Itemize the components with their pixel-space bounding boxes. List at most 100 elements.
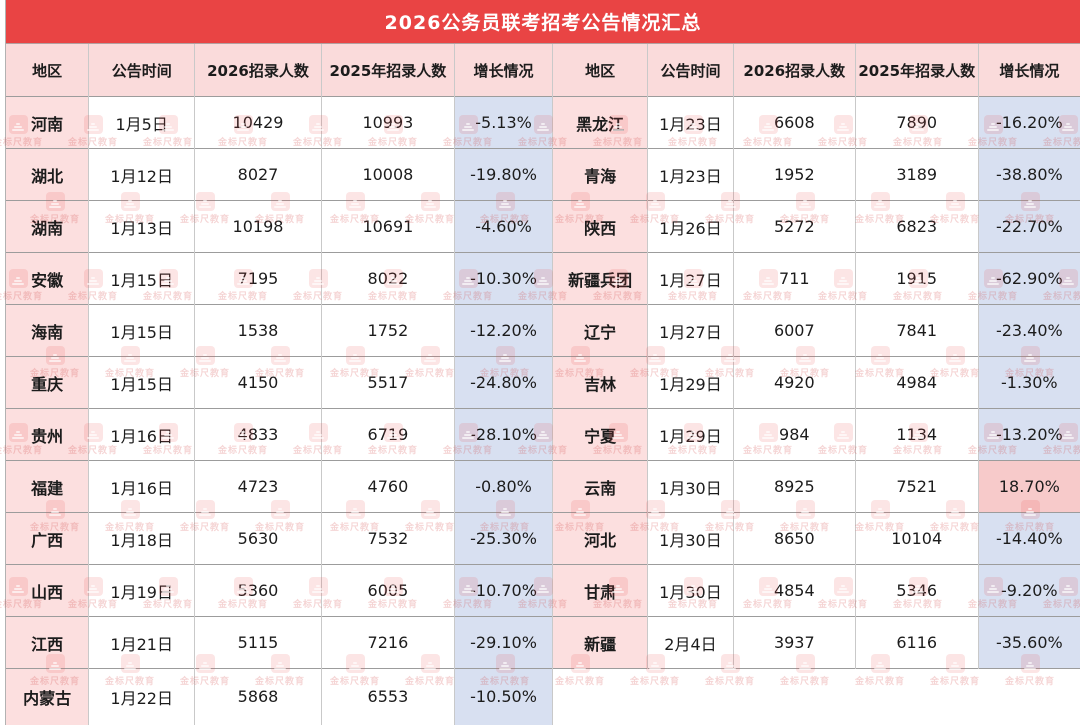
count-2025-cell: 7890	[854, 96, 979, 149]
column-header-count-2025: 2025年招录人数	[320, 44, 455, 97]
count-2025-cell: 8022	[320, 252, 455, 305]
table-row: 湖南 1月13日 10198 10691 -4.60%	[6, 200, 553, 253]
count-2026-cell: 8027	[194, 148, 322, 201]
growth-cell: -5.13%	[453, 96, 553, 149]
region-cell: 海南	[6, 304, 89, 357]
region-cell: 重庆	[6, 356, 89, 409]
count-2026-cell: 711	[732, 252, 856, 305]
count-2026-cell: 4854	[732, 564, 856, 617]
column-header-count-2025: 2025年招录人数	[854, 44, 979, 97]
count-2026-cell: 7195	[194, 252, 322, 305]
date-cell: 2月4日	[647, 616, 734, 669]
region-cell: 新疆	[552, 616, 648, 669]
left-header-row: 地区 公告时间 2026招录人数 2025年招录人数 增长情况	[6, 44, 553, 97]
growth-cell: -29.10%	[453, 616, 553, 669]
growth-cell: -4.60%	[453, 200, 553, 253]
region-cell: 福建	[6, 460, 89, 513]
table-row: 云南 1月30日 8925 7521 18.70%	[552, 460, 1080, 513]
growth-cell: -22.70%	[977, 200, 1080, 253]
count-2026-cell: 10429	[194, 96, 322, 149]
date-cell: 1月26日	[647, 200, 734, 253]
column-header-count-2026: 2026招录人数	[194, 44, 322, 97]
count-2026-cell: 5868	[194, 668, 322, 725]
growth-cell: -10.50%	[453, 668, 553, 725]
growth-cell: -9.20%	[977, 564, 1080, 617]
region-cell: 云南	[552, 460, 648, 513]
table-row: 甘肃 1月30日 4854 5346 -9.20%	[552, 564, 1080, 617]
count-2025-cell: 4760	[320, 460, 455, 513]
table-row: 河南 1月5日 10429 10993 -5.13%	[6, 96, 553, 149]
region-cell: 湖北	[6, 148, 89, 201]
count-2025-cell: 10104	[854, 512, 979, 565]
growth-cell: -28.10%	[453, 408, 553, 461]
date-cell: 1月16日	[88, 460, 195, 513]
date-cell: 1月16日	[88, 408, 195, 461]
growth-cell: -62.90%	[977, 252, 1080, 305]
count-2026-cell: 4723	[194, 460, 322, 513]
count-2026-cell: 5272	[732, 200, 856, 253]
table-row: 湖北 1月12日 8027 10008 -19.80%	[6, 148, 553, 201]
count-2025-cell: 5346	[854, 564, 979, 617]
date-cell: 1月27日	[647, 252, 734, 305]
count-2026-cell: 1538	[194, 304, 322, 357]
date-cell: 1月21日	[88, 616, 195, 669]
growth-cell: -35.60%	[977, 616, 1080, 669]
growth-cell: -13.20%	[977, 408, 1080, 461]
right-table: 地区 公告时间 2026招录人数 2025年招录人数 增长情况 黑龙江 1月23日 6608…	[552, 44, 1080, 725]
growth-cell: 18.70%	[977, 460, 1080, 513]
tables-wrapper: 地区 公告时间 2026招录人数 2025年招录人数 增长情况 河南 1月5日 10429 1…	[6, 44, 1080, 725]
growth-cell: -16.20%	[977, 96, 1080, 149]
count-2026-cell: 4150	[194, 356, 322, 409]
region-cell: 宁夏	[552, 408, 648, 461]
region-cell: 山西	[6, 564, 89, 617]
region-cell: 河北	[552, 512, 648, 565]
date-cell: 1月29日	[647, 408, 734, 461]
column-header-region: 地区	[552, 44, 648, 97]
column-header-region: 地区	[6, 44, 89, 97]
growth-cell: -19.80%	[453, 148, 553, 201]
table-row: 山西 1月19日 5360 6005 -10.70%	[6, 564, 553, 617]
table-row: 吉林 1月29日 4920 4984 -1.30%	[552, 356, 1080, 409]
region-cell: 吉林	[552, 356, 648, 409]
count-2025-cell: 7841	[854, 304, 979, 357]
table-row: 辽宁 1月27日 6007 7841 -23.40%	[552, 304, 1080, 357]
count-2026-cell: 1952	[732, 148, 856, 201]
count-2026-cell: 10198	[194, 200, 322, 253]
table-row: 福建 1月16日 4723 4760 -0.80%	[6, 460, 553, 513]
table-row: 宁夏 1月29日 984 1134 -13.20%	[552, 408, 1080, 461]
count-2026-cell: 4833	[194, 408, 322, 461]
region-cell: 广西	[6, 512, 89, 565]
count-2025-cell: 10691	[320, 200, 455, 253]
table-row: 广西 1月18日 5630 7532 -25.30%	[6, 512, 553, 565]
count-2026-cell: 5115	[194, 616, 322, 669]
region-cell: 黑龙江	[552, 96, 648, 149]
region-cell: 河南	[6, 96, 89, 149]
count-2026-cell: 8650	[732, 512, 856, 565]
count-2026-cell: 5360	[194, 564, 322, 617]
count-2026-cell: 984	[732, 408, 856, 461]
region-cell: 内蒙古	[6, 668, 89, 725]
table-row: 河北 1月30日 8650 10104 -14.40%	[552, 512, 1080, 565]
count-2025-cell: 3189	[854, 148, 979, 201]
right-header-row: 地区 公告时间 2026招录人数 2025年招录人数 增长情况	[552, 44, 1080, 97]
growth-cell: -0.80%	[453, 460, 553, 513]
growth-cell: -12.20%	[453, 304, 553, 357]
count-2025-cell: 6005	[320, 564, 455, 617]
column-header-date: 公告时间	[88, 44, 195, 97]
table-row: 重庆 1月15日 4150 5517 -24.80%	[6, 356, 553, 409]
count-2025-cell: 6553	[320, 668, 455, 725]
count-2026-cell: 6007	[732, 304, 856, 357]
region-cell: 青海	[552, 148, 648, 201]
date-cell: 1月27日	[647, 304, 734, 357]
count-2025-cell: 7521	[854, 460, 979, 513]
growth-cell: -1.30%	[977, 356, 1080, 409]
empty-cell	[552, 668, 1080, 725]
count-2025-cell: 1134	[854, 408, 979, 461]
growth-cell: -38.80%	[977, 148, 1080, 201]
column-header-count-2026: 2026招录人数	[732, 44, 856, 97]
column-header-growth: 增长情况	[977, 44, 1080, 97]
count-2025-cell: 10008	[320, 148, 455, 201]
date-cell: 1月30日	[647, 460, 734, 513]
count-2026-cell: 5630	[194, 512, 322, 565]
